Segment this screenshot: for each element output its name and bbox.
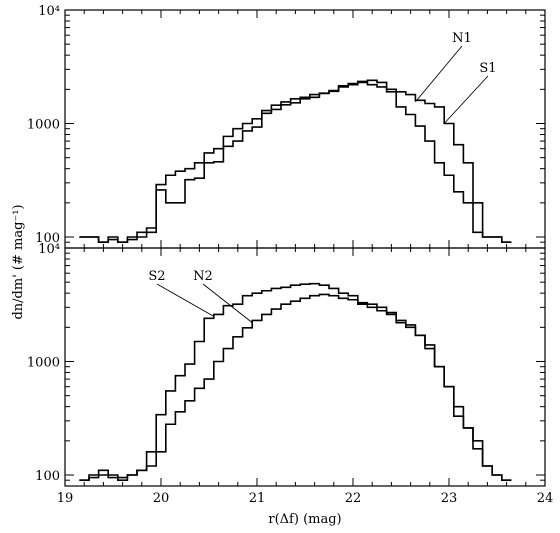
y-tick-label: 1000: [27, 356, 60, 371]
series-line-s2: [79, 282, 512, 481]
y-tick-label: 10⁴: [38, 242, 60, 257]
series-line-s1: [79, 79, 512, 243]
series-line-n2: [79, 293, 512, 481]
x-tick-label: 23: [441, 491, 458, 506]
annotation-s2: S2: [148, 269, 165, 284]
annotation-n1: N1: [452, 31, 472, 46]
y-tick-label: 100: [35, 231, 60, 246]
annotation-leader: [443, 75, 489, 124]
annotation-leader: [156, 283, 215, 317]
annotation-leader: [415, 45, 463, 103]
series-line-n1: [79, 80, 512, 243]
x-tick-label: 22: [345, 491, 362, 506]
y-tick-label: 100: [35, 469, 60, 484]
x-tick-label: 20: [153, 491, 170, 506]
x-tick-label: 19: [57, 491, 74, 506]
annotation-leader: [202, 283, 253, 323]
annotation-s1: S1: [479, 61, 496, 76]
annotation-n2: N2: [193, 269, 213, 284]
y-tick-label: 10⁴: [38, 4, 60, 19]
x-tick-label: 24: [537, 491, 554, 506]
x-axis-label: r(Δf) (mag): [268, 512, 341, 527]
x-tick-label: 21: [249, 491, 266, 506]
y-axis-label: dn/dm' (# mag⁻¹): [11, 204, 26, 319]
bottom-panel: 10⁴ 1000 100 19 20 21 22 23 24 S2 N2: [27, 242, 553, 506]
top-panel: 10⁴ 1000 100 N1 S1: [27, 4, 546, 249]
y-tick-label: 1000: [27, 118, 60, 133]
